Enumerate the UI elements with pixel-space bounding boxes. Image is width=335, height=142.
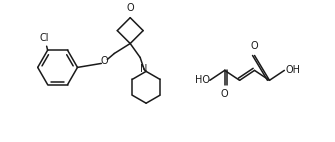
Text: O: O bbox=[126, 3, 134, 13]
Text: Cl: Cl bbox=[40, 33, 49, 43]
Text: OH: OH bbox=[285, 65, 300, 75]
Text: O: O bbox=[100, 56, 108, 66]
Text: N: N bbox=[140, 64, 148, 74]
Text: O: O bbox=[251, 41, 258, 52]
Text: HO: HO bbox=[195, 75, 210, 85]
Text: O: O bbox=[221, 89, 228, 99]
